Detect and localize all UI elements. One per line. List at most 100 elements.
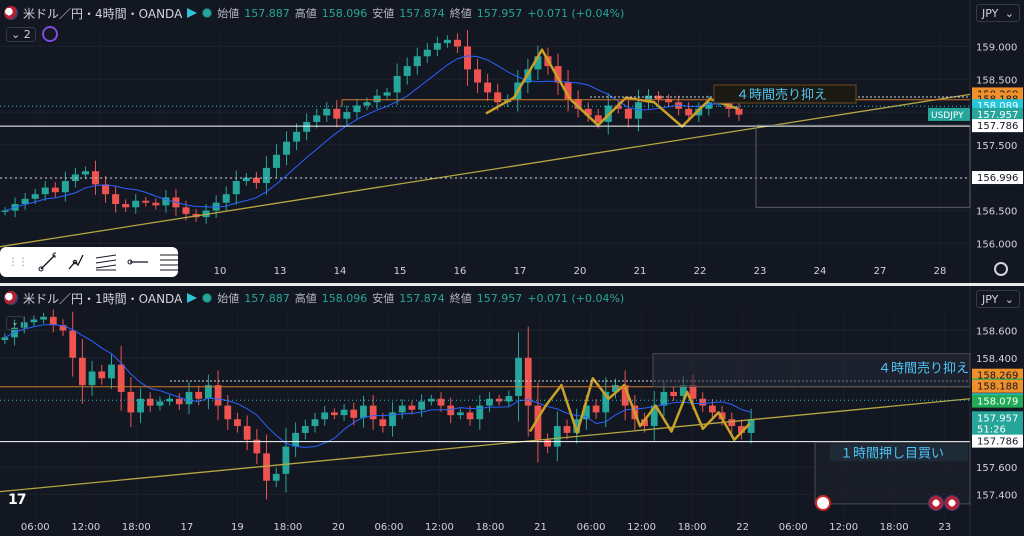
x-tick-label: 18:00 — [476, 522, 505, 533]
event-marker-icon[interactable] — [815, 495, 831, 511]
indicator-count-chip[interactable]: ⌄ 2 — [6, 26, 36, 42]
indicator-count: 2 — [23, 27, 31, 41]
candle-body — [313, 115, 321, 122]
currency-select[interactable]: JPY ⌄ — [976, 4, 1020, 22]
annotation-label: ４時間売り抑え — [878, 360, 969, 376]
close-label: 終値 — [449, 292, 472, 305]
candle-body — [574, 98, 582, 109]
candle-body — [146, 398, 154, 406]
fib-channel-tool-icon[interactable] — [94, 252, 117, 272]
tradingview-logo-icon[interactable]: 17 — [8, 492, 27, 508]
pane-separator[interactable] — [0, 283, 1024, 286]
candle-body — [20, 322, 28, 328]
candle-body — [554, 66, 562, 83]
candle-body — [592, 405, 600, 413]
wave-pattern-drawing — [528, 377, 751, 441]
symbol-title[interactable]: 米ドル／円・4時間・OANDA — [23, 6, 183, 21]
candle-body — [563, 426, 571, 433]
candle-body — [283, 141, 291, 155]
collapse-legend-button[interactable]: ⌄ — [6, 316, 24, 330]
candle-body — [494, 92, 502, 103]
usd-jpy-flag-icon — [4, 6, 18, 20]
candle-body — [453, 39, 461, 47]
price-tag: 158.079 — [977, 397, 1018, 408]
chevron-down-icon: ⌄ — [1004, 6, 1014, 20]
candle-body — [689, 385, 697, 399]
candle-body — [389, 412, 396, 427]
countdown-label: 51:26 — [977, 424, 1006, 435]
legend-4h: 米ドル／円・4時間・OANDA 始値 157.887 高値 158.096 安値 15… — [4, 3, 624, 23]
annotation-label: ４時間売り抑え — [736, 87, 827, 103]
candle-body — [59, 325, 67, 331]
wave-pattern-drawing — [485, 48, 739, 128]
candle-body — [293, 131, 301, 142]
open-value: 157.887 — [244, 291, 290, 305]
symbol-title[interactable]: 米ドル／円・1時間・OANDA — [23, 291, 183, 306]
candle-body — [695, 108, 703, 116]
chart-pane-1h[interactable]: 06:00 12:00 18:00 17 19 18:00 20 06:00 12:00 18:0… — [0, 286, 1024, 536]
candle-body — [433, 43, 441, 50]
us-event-flag-icon[interactable] — [928, 495, 944, 511]
chart-1h-canvas[interactable]: 06:00 12:00 18:00 17 19 18:00 20 06:00 12:00 18:0… — [0, 286, 1024, 536]
candle-body — [243, 426, 251, 440]
high-label: 高値 — [294, 7, 317, 20]
candle-body — [408, 405, 416, 410]
annotation-label: １時間押し目買い — [840, 446, 944, 461]
y-tick-label: 159.000 — [976, 42, 1017, 53]
high-label: 高値 — [294, 292, 317, 305]
candle-body — [242, 177, 250, 182]
symbol-tag-bg — [928, 107, 970, 121]
indicators-toggle[interactable]: ⌄ 2 — [6, 26, 58, 42]
candle-body — [423, 49, 431, 57]
settings-gear-icon[interactable] — [994, 262, 1008, 276]
x-tick-label: 19 — [231, 522, 244, 533]
high-value: 158.096 — [321, 291, 368, 305]
candle-body — [725, 98, 733, 109]
symbol-tag: USDJPY — [931, 111, 964, 121]
path-tool-icon[interactable] — [66, 252, 84, 272]
fib-retracement-tool-icon[interactable] — [158, 252, 178, 272]
candle-body — [343, 112, 351, 119]
price-tag-bg — [972, 411, 1023, 436]
candle-body — [195, 391, 203, 399]
candle-body — [621, 385, 629, 406]
currency-select[interactable]: JPY ⌄ — [976, 290, 1020, 308]
candle-body — [466, 412, 474, 420]
candle-body — [393, 75, 401, 93]
x-tick-label: 06:00 — [577, 522, 606, 533]
indicator-icon[interactable] — [41, 26, 58, 42]
horizontal-ray-tool-icon[interactable] — [126, 252, 148, 272]
candle-body — [564, 82, 572, 99]
x-tick-label: 21 — [634, 266, 647, 277]
candle-body — [524, 357, 532, 406]
us-event-flag-icon[interactable] — [944, 495, 960, 511]
candle-body — [117, 364, 125, 392]
drag-handle-icon[interactable]: ⋮⋮ — [8, 256, 28, 268]
x-tick-label: 18:00 — [273, 522, 302, 533]
trend-line — [0, 398, 971, 493]
trend-line-tool-icon[interactable] — [38, 252, 57, 272]
candle-body — [272, 154, 281, 168]
candle-body — [142, 200, 150, 203]
candle-body — [137, 398, 144, 413]
market-open-icon — [202, 293, 213, 303]
x-tick-label: 12:00 — [425, 522, 454, 533]
candle-body — [253, 439, 261, 454]
price-tag-bg — [972, 368, 1023, 382]
x-tick-label: 23 — [938, 522, 951, 533]
x-tick-label: 17 — [180, 522, 193, 533]
price-tag: 158.188 — [977, 382, 1018, 393]
candle-body — [333, 108, 341, 119]
price-tag: 157.957 — [977, 110, 1018, 121]
candle-body — [40, 316, 48, 320]
candle-body — [152, 202, 160, 206]
price-tag: 157.957 — [977, 413, 1018, 424]
candle-body — [735, 108, 743, 115]
low-label: 安値 — [372, 7, 395, 20]
candle-body — [61, 181, 69, 193]
candle-body — [418, 401, 426, 410]
chart-4h-canvas[interactable]: 78910131415161720212223242728159.000158.… — [0, 0, 1024, 283]
chart-pane-4h[interactable]: 78910131415161720212223242728159.000158.… — [0, 0, 1024, 283]
y-tick-label: 157.600 — [976, 463, 1017, 474]
candle-body — [398, 405, 406, 413]
